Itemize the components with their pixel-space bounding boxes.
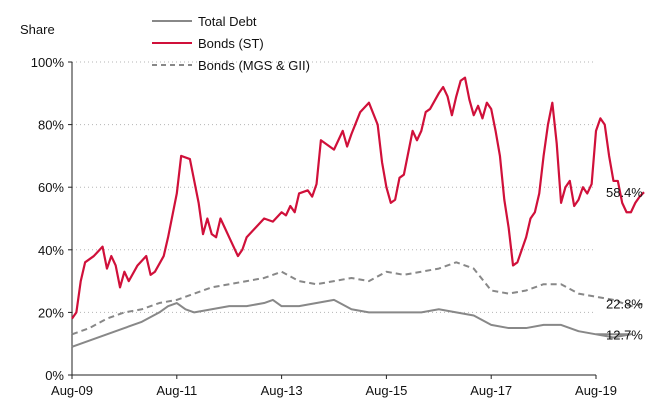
end-labels: 22.8% 12.7% 58.4% <box>606 185 643 342</box>
y-tick-label: 40% <box>38 243 64 258</box>
y-tick-label: 100% <box>31 55 65 70</box>
y-axis-title: Share <box>20 22 55 37</box>
y-axis: 0% 20% 40% 60% 80% 100% <box>31 55 73 383</box>
x-tick-label: Aug-19 <box>575 383 617 398</box>
x-tick-label: Aug-09 <box>51 383 93 398</box>
end-label-0: 12.7% <box>606 327 643 342</box>
y-tick-label: 80% <box>38 118 64 133</box>
legend-item-total-debt: Total Debt <box>152 14 257 29</box>
series-line-1 <box>71 76 645 320</box>
grid-lines <box>72 61 596 313</box>
y-tick-label: 0% <box>45 368 64 383</box>
legend-label-bonds-mgs-gii: Bonds (MGS & GII) <box>198 58 310 73</box>
x-axis: Aug-09 Aug-11 Aug-13 Aug-15 Aug-17 Aug-19 <box>51 374 617 398</box>
end-label-1: 58.4% <box>606 185 643 200</box>
x-tick-label: Aug-15 <box>365 383 407 398</box>
y-tick-label: 20% <box>38 305 64 320</box>
y-tick-label: 60% <box>38 180 64 195</box>
legend-item-bonds-mgs-gii: Bonds (MGS & GII) <box>152 58 310 73</box>
x-tick-label: Aug-11 <box>156 383 197 398</box>
legend-label-bonds-st: Bonds (ST) <box>198 36 264 51</box>
series-line-2 <box>71 261 645 336</box>
series-lines <box>71 76 645 348</box>
x-tick-label: Aug-13 <box>261 383 303 398</box>
legend-label-total-debt: Total Debt <box>198 14 257 29</box>
series-line-0 <box>71 298 632 348</box>
x-tick-label: Aug-17 <box>470 383 512 398</box>
legend-item-bonds-st: Bonds (ST) <box>152 36 264 51</box>
legend: Total Debt Bonds (ST) Bonds (MGS & GII) <box>152 14 310 73</box>
end-label-2: 22.8% <box>606 297 643 312</box>
